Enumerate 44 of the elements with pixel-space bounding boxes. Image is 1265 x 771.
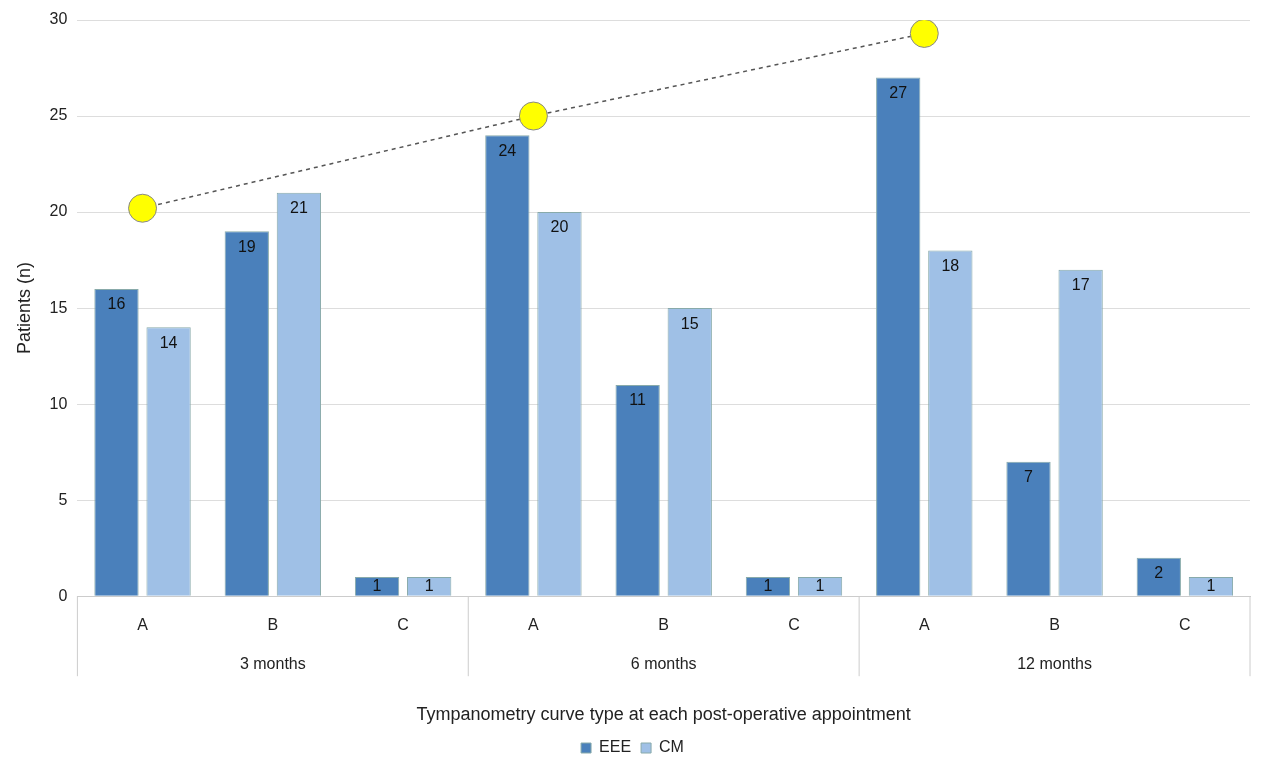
data-label: 16 bbox=[107, 295, 126, 313]
data-label: 24 bbox=[498, 141, 517, 159]
y-tick-label: 10 bbox=[49, 394, 68, 412]
data-label: 7 bbox=[1024, 468, 1034, 486]
data-label: 27 bbox=[889, 84, 908, 102]
x-tick-label: B bbox=[1049, 616, 1060, 634]
data-label: 15 bbox=[680, 314, 699, 332]
y-tick-label: 30 bbox=[49, 10, 68, 28]
point bbox=[909, 20, 939, 48]
data-label: 1 bbox=[1206, 577, 1216, 595]
x-tick-label: A bbox=[137, 616, 149, 634]
y-tick-label: 5 bbox=[58, 490, 68, 508]
x-axis-title: Tympanometry curve type at each post-operative appointment bbox=[416, 704, 911, 725]
data-label: 21 bbox=[289, 199, 308, 217]
x-tick-label: B bbox=[267, 616, 279, 634]
x-tick-label: C bbox=[1179, 616, 1191, 634]
data-label: 2 bbox=[1154, 564, 1164, 582]
x-tick-label: C bbox=[397, 616, 409, 634]
x-tick-label: C bbox=[788, 616, 800, 634]
text: 6 months bbox=[630, 654, 697, 672]
y-tick-label: 20 bbox=[49, 202, 68, 220]
text: 3 months bbox=[239, 654, 306, 672]
x-tick-label: B bbox=[658, 616, 670, 634]
legend-label: CM bbox=[659, 738, 684, 756]
x-tick-label: A bbox=[528, 616, 540, 634]
y-tick-label: 15 bbox=[49, 298, 68, 316]
legend-label: EEE bbox=[599, 738, 632, 756]
point bbox=[128, 193, 158, 223]
data-label: 11 bbox=[629, 391, 647, 409]
data-label: 1 bbox=[372, 577, 382, 595]
text: 12 months bbox=[1017, 654, 1092, 672]
y-tick-label: 25 bbox=[49, 106, 68, 124]
data-label: 1 bbox=[815, 577, 825, 595]
data-label: 19 bbox=[237, 237, 256, 255]
data-label: 14 bbox=[159, 333, 178, 351]
y-tick-label: 0 bbox=[58, 586, 68, 604]
data-label: 20 bbox=[550, 218, 569, 236]
x-tick-label: A bbox=[918, 616, 930, 634]
point bbox=[518, 101, 548, 131]
data-label: 1 bbox=[424, 577, 434, 595]
y-axis-title: Patients (n) bbox=[13, 262, 34, 355]
data-label: 1 bbox=[763, 577, 773, 595]
data-label: 17 bbox=[1071, 276, 1090, 294]
data-label: 18 bbox=[941, 256, 960, 274]
